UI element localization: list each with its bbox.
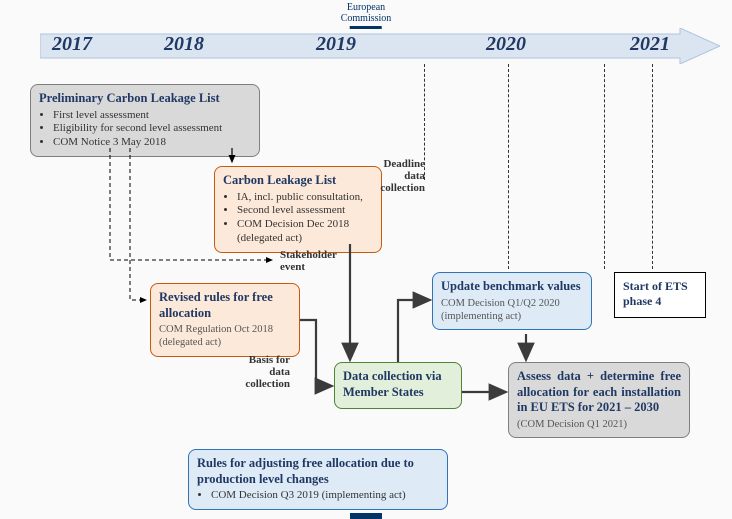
list-item: COM Decision Q3 2019 (implementing act) [211,489,439,503]
box-rules-title: Rules for adjusting free allocation due … [197,456,439,487]
box-cll: Carbon Leakage List IA, incl. public con… [214,166,382,253]
box-rules-list: COM Decision Q3 2019 (implementing act) [197,489,439,503]
list-item: Second level assessment [237,204,373,218]
box-cll-list: IA, incl. public consultation, Second le… [223,191,373,246]
label-stakeholder: Stakeholder event [280,249,350,273]
list-item: Eligibility for second level assessment [53,122,251,136]
year-2021: 2021 [630,33,670,56]
year-2019: 2019 [316,33,356,56]
box-prelim-list: First level assessment Eligibility for s… [39,109,251,150]
box-prelim: Preliminary Carbon Leakage List First le… [30,84,260,157]
label-basis: Basis for data collection [235,354,290,390]
timeline-arrow-shape [40,28,720,64]
box-datacoll: Data collection via Member States [334,362,462,409]
arrow-revised-datacoll [300,320,330,386]
box-prelim-title: Preliminary Carbon Leakage List [39,91,251,107]
year-2018: 2018 [164,33,204,56]
box-revised-title: Revised rules for free allocation [159,290,291,321]
tick-2021 [652,64,653,269]
header-line1: European [341,2,392,13]
box-update-sub: COM Decision Q1/Q2 2020 (implementing ac… [441,297,583,323]
tick-2020a [508,64,509,269]
box-update: Update benchmark values COM Decision Q1/… [432,272,592,330]
box-start: Start of ETS phase 4 [614,272,706,318]
label-deadline: Deadline data collection [370,158,425,194]
box-revised-sub: COM Regulation Oct 2018 (delegated act) [159,323,291,349]
year-2020: 2020 [486,33,526,56]
box-assess-sub: (COM Decision Q1 2021) [517,418,681,431]
arrow-dash-revised [130,148,146,300]
box-cll-title: Carbon Leakage List [223,173,373,189]
box-assess-title: Assess data + determine free allocation … [517,369,681,416]
list-item: COM Notice 3 May 2018 [53,136,251,150]
box-assess: Assess data + determine free allocation … [508,362,690,438]
arrows-layer [0,0,732,519]
header-logo: European Commission [341,2,392,29]
list-item: First level assessment [53,109,251,123]
list-item: COM Decision Dec 2018 (delegated act) [237,218,373,246]
arrow-datacoll-update [398,300,428,362]
footer-bar [350,513,382,519]
box-start-title: Start of ETS phase 4 [623,279,697,309]
timeline-arrow [40,28,720,64]
tick-2020b [604,64,605,269]
box-rules: Rules for adjusting free allocation due … [188,449,448,510]
box-datacoll-title: Data collection via Member States [343,369,453,400]
list-item: IA, incl. public consultation, [237,191,373,205]
box-revised: Revised rules for free allocation COM Re… [150,283,300,357]
year-2017: 2017 [52,33,92,56]
box-update-title: Update benchmark values [441,279,583,295]
header-line2: Commission [341,13,392,24]
